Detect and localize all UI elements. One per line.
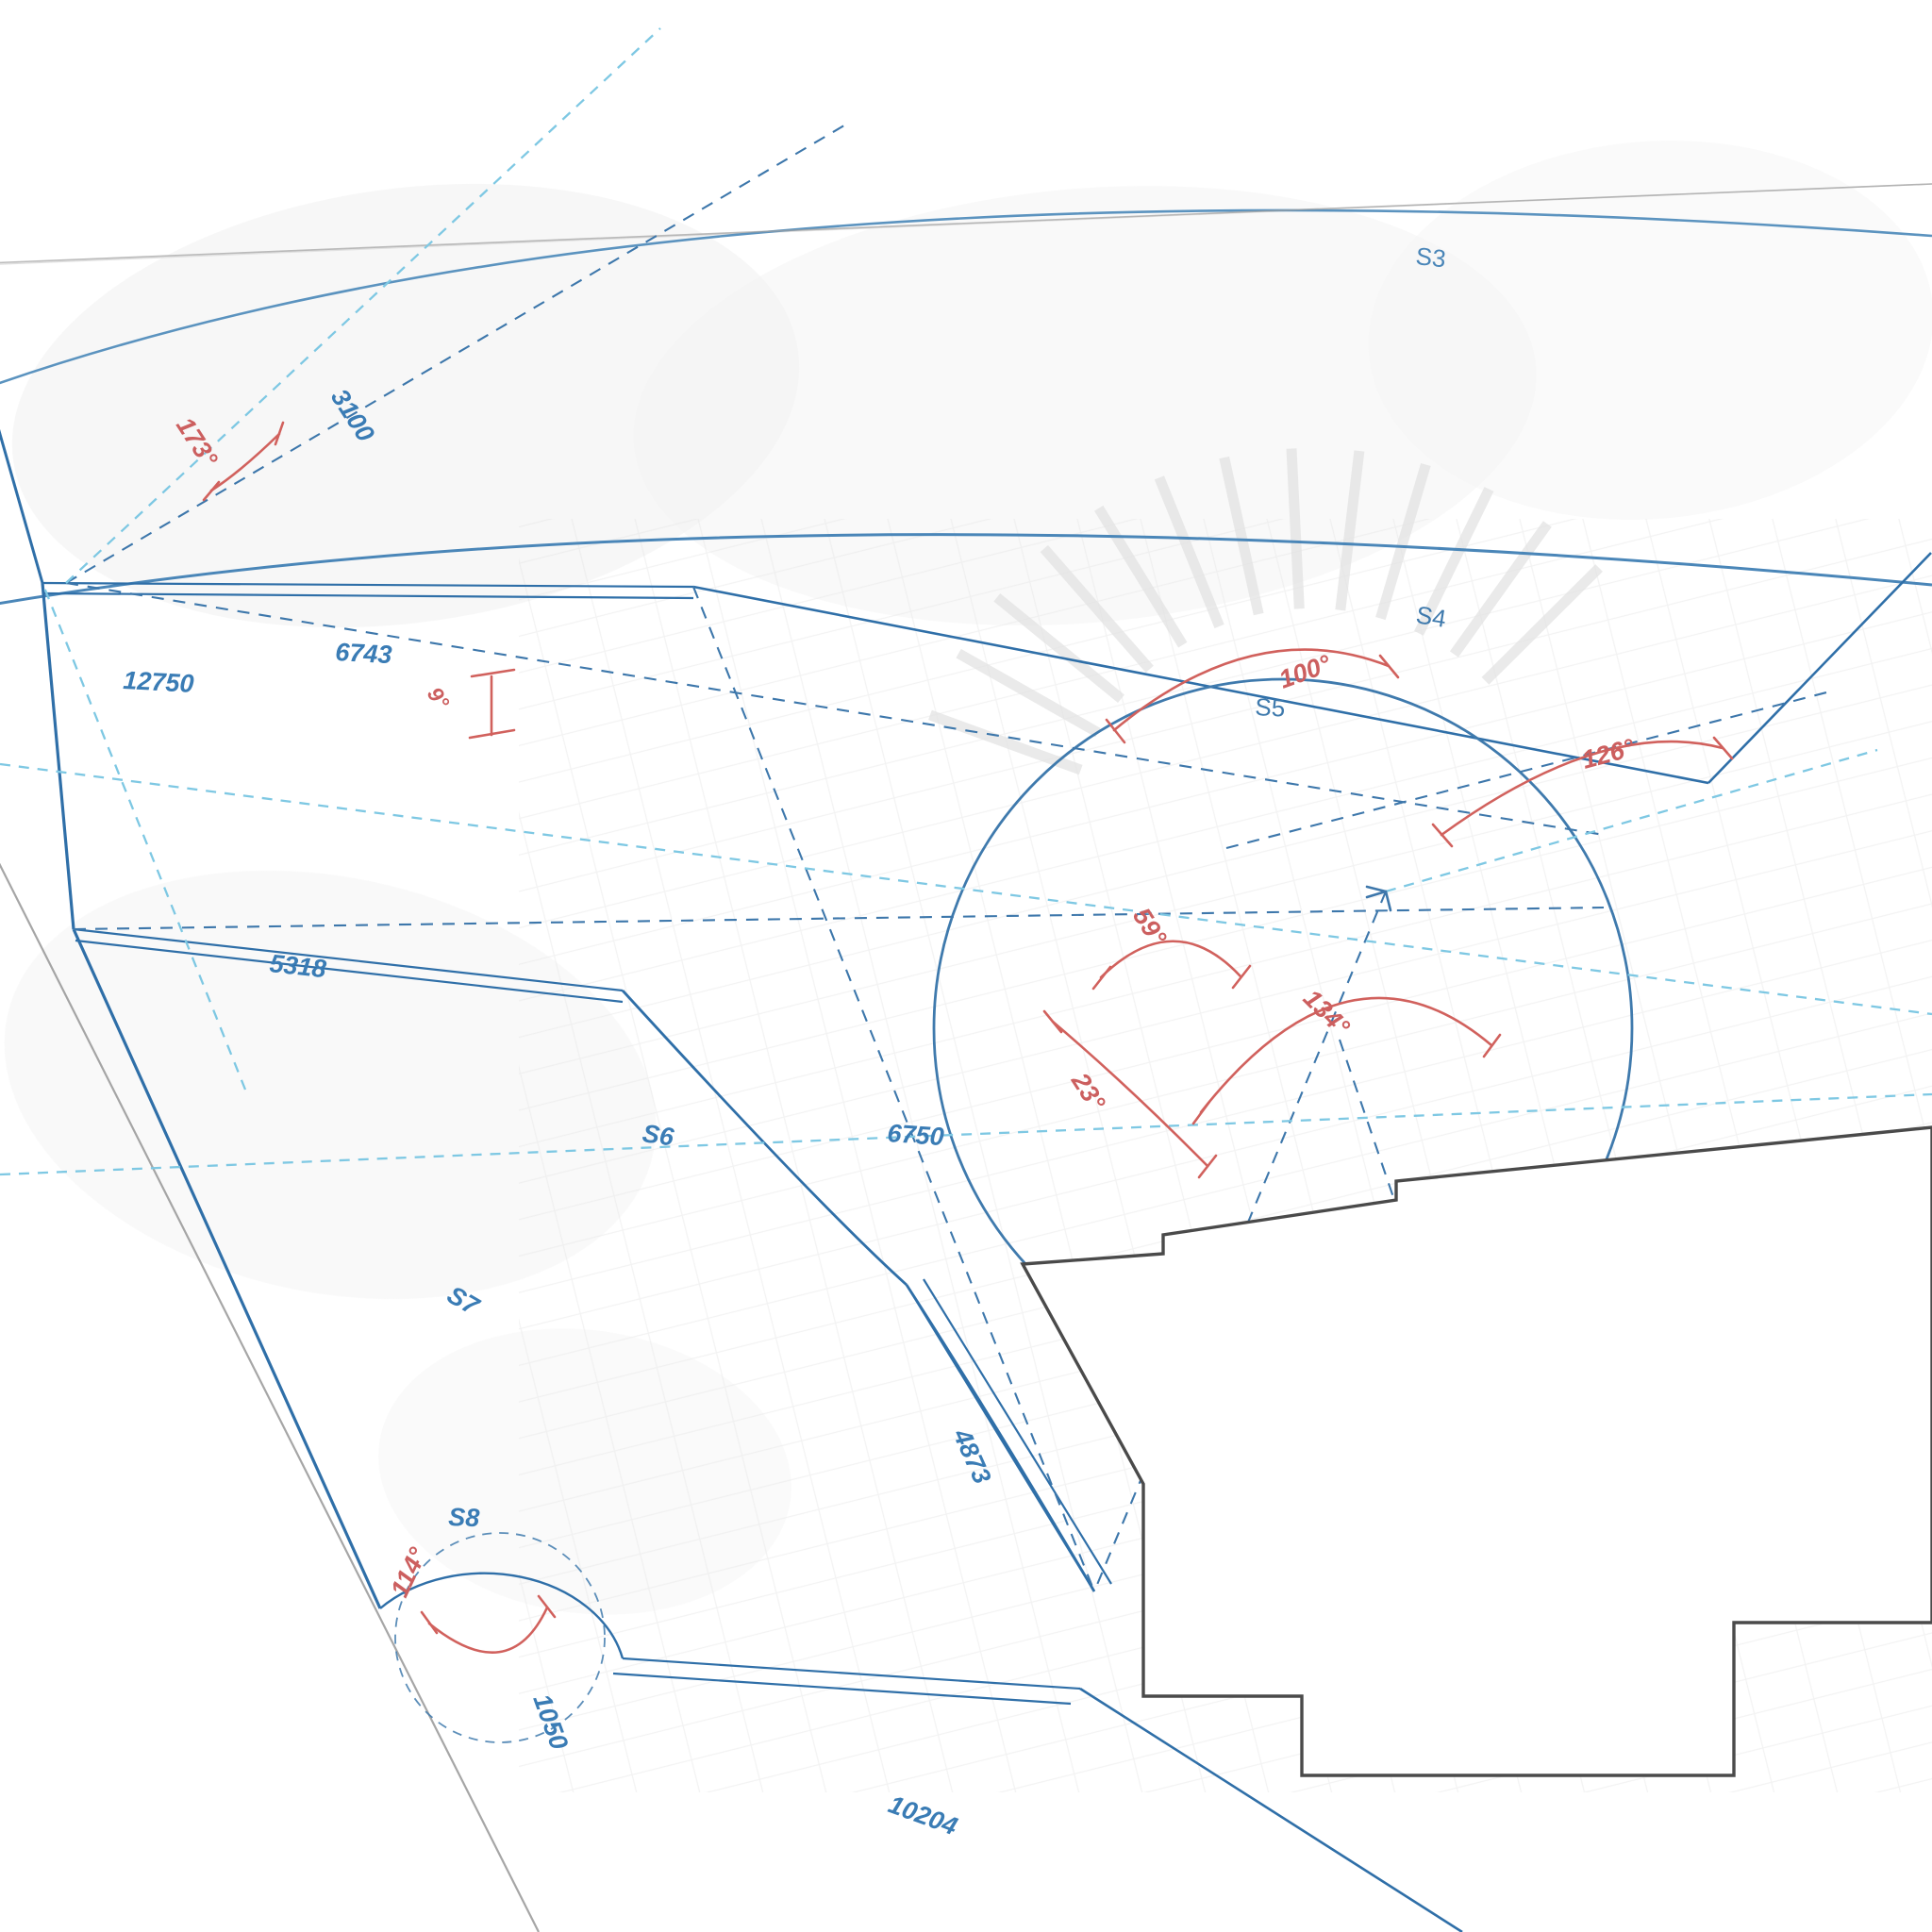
svg-text:S4: S4 — [1414, 600, 1448, 633]
svg-text:5318: 5318 — [268, 949, 327, 983]
svg-text:S6: S6 — [641, 1119, 676, 1151]
svg-text:6743: 6743 — [335, 638, 393, 669]
svg-text:S5: S5 — [1255, 692, 1286, 723]
svg-text:6750: 6750 — [887, 1119, 945, 1151]
svg-text:12750: 12750 — [123, 666, 195, 698]
svg-text:S8: S8 — [448, 1503, 480, 1532]
svg-text:S3: S3 — [1414, 242, 1447, 273]
